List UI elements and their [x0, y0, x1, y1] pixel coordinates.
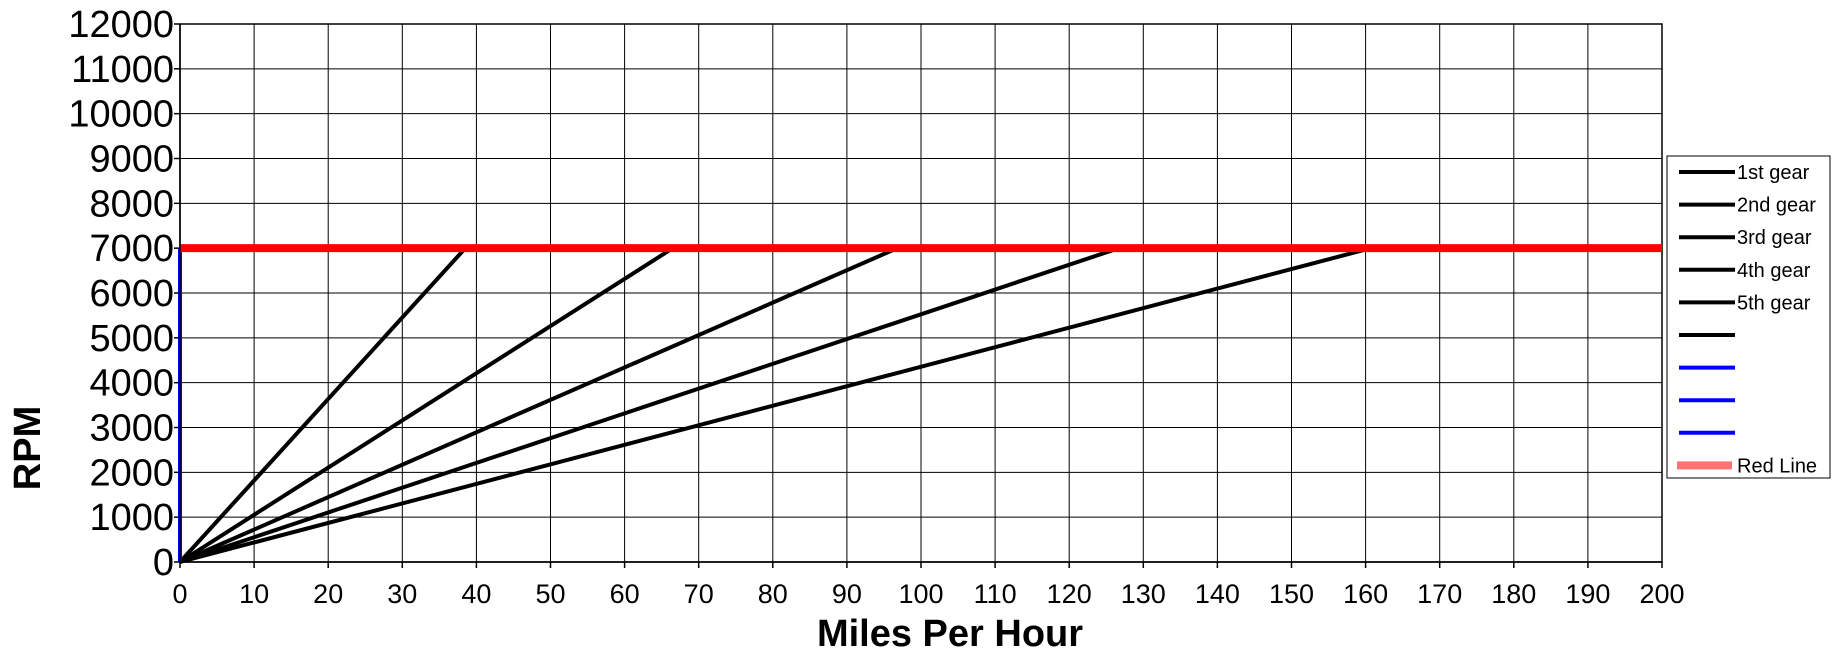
x-tick-label: 50 — [535, 579, 565, 609]
x-tick-label: 190 — [1565, 579, 1610, 609]
y-tick-label: 1000 — [89, 497, 174, 539]
x-tick-label: 100 — [898, 579, 943, 609]
y-tick-label: 10000 — [68, 94, 174, 136]
x-tick-label: 140 — [1195, 579, 1240, 609]
legend-label-1: 1st gear — [1737, 162, 1810, 184]
x-tick-label: 20 — [313, 579, 343, 609]
legend-box — [1666, 155, 1831, 479]
x-tick-label: 180 — [1491, 579, 1536, 609]
x-tick-label: 10 — [239, 579, 269, 609]
axes — [174, 23, 1663, 568]
x-tick-label: 30 — [387, 579, 417, 609]
y-tick-label: 11000 — [71, 49, 174, 91]
legend-label-3: 3rd gear — [1737, 227, 1812, 249]
series-layer — [178, 244, 1662, 564]
series-line-3 — [179, 246, 899, 564]
legend-label-4: 4th gear — [1737, 260, 1811, 282]
y-tick-label: 9000 — [89, 139, 174, 181]
y-tick-label: 8000 — [89, 183, 174, 225]
y-tick-label: 5000 — [89, 318, 174, 360]
grid — [179, 23, 1663, 563]
x-tick-label: 170 — [1417, 579, 1462, 609]
legend-swatch-10 — [1677, 461, 1732, 470]
legend-label-10: Red Line — [1737, 455, 1817, 477]
series-line-1 — [178, 246, 467, 564]
x-tick-label: 160 — [1343, 579, 1388, 609]
x-tick-label: 130 — [1121, 579, 1166, 609]
x-axis-title: Miles Per Hour — [817, 613, 1083, 652]
legend: 1st gear 2nd gear 3rd gear 4th gear 5th gear… — [1666, 155, 1831, 479]
x-tick-label: 70 — [684, 579, 714, 609]
tick-labels: 0 10 20 30 40 50 60 70 80 90 100 110 120 130 140 150 160… — [68, 4, 1684, 609]
x-tick-label: 110 — [974, 579, 1017, 609]
y-axis-title: RPM — [7, 406, 49, 490]
y-tick-label: 6000 — [89, 273, 174, 315]
y-tick-label: 12000 — [68, 4, 174, 46]
y-tick-label: 0 — [153, 542, 174, 584]
series-line-5 — [179, 246, 1372, 564]
y-tick-label: 2000 — [89, 452, 174, 494]
y-tick-label: 3000 — [89, 408, 174, 450]
x-tick-label: 150 — [1269, 579, 1314, 609]
x-tick-label: 120 — [1047, 579, 1092, 609]
x-tick-label: 60 — [610, 579, 640, 609]
series-line-4 — [179, 246, 1120, 564]
series-line-2 — [178, 246, 674, 564]
x-tick-label: 80 — [758, 579, 788, 609]
x-tick-label: 200 — [1639, 579, 1684, 609]
y-tick-label: 7000 — [89, 228, 174, 270]
y-tick-label: 4000 — [89, 363, 174, 405]
legend-label-2: 2nd gear — [1737, 195, 1816, 217]
legend-label-5: 5th gear — [1737, 292, 1811, 314]
x-tick-label: 0 — [172, 579, 187, 609]
x-tick-label: 40 — [461, 579, 491, 609]
x-tick-label: 90 — [832, 579, 862, 609]
